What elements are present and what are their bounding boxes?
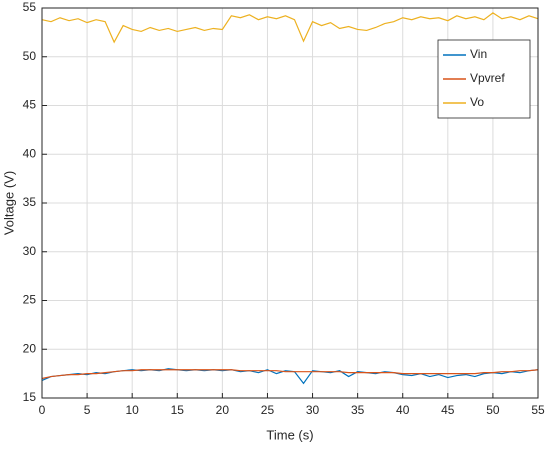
legend-label: Vin — [470, 47, 487, 61]
y-tick-label: 40 — [23, 146, 37, 160]
x-tick-label: 5 — [84, 403, 91, 417]
axes-box — [41, 7, 539, 399]
y-tick-label: 50 — [23, 49, 37, 63]
y-tick-label: 45 — [23, 98, 37, 112]
x-tick-label: 45 — [441, 403, 455, 417]
x-axis-label: Time (s) — [266, 427, 313, 442]
data-line — [41, 369, 539, 380]
x-tick-label: 15 — [171, 403, 185, 417]
x-tick-label: 50 — [486, 403, 500, 417]
legend-label: Vpvref — [470, 71, 505, 85]
x-tick-label: 20 — [216, 403, 230, 417]
y-tick-label: 55 — [23, 0, 37, 14]
x-tick-label: 30 — [306, 403, 320, 417]
x-tick-label: 25 — [261, 403, 275, 417]
x-tick-label: 0 — [39, 403, 46, 417]
y-tick-label: 20 — [23, 341, 37, 355]
legend-label: Vo — [470, 95, 484, 109]
y-tick-label: 15 — [23, 390, 37, 404]
y-tick-label: 30 — [23, 244, 37, 258]
data-line — [41, 12, 539, 44]
y-axis-label: Voltage (V) — [1, 171, 16, 235]
y-tick-label: 35 — [23, 195, 37, 209]
x-tick-label: 55 — [531, 403, 545, 417]
x-tick-label: 35 — [351, 403, 365, 417]
x-tick-label: 10 — [126, 403, 140, 417]
x-tick-label: 40 — [396, 403, 410, 417]
y-tick-label: 25 — [23, 293, 37, 307]
